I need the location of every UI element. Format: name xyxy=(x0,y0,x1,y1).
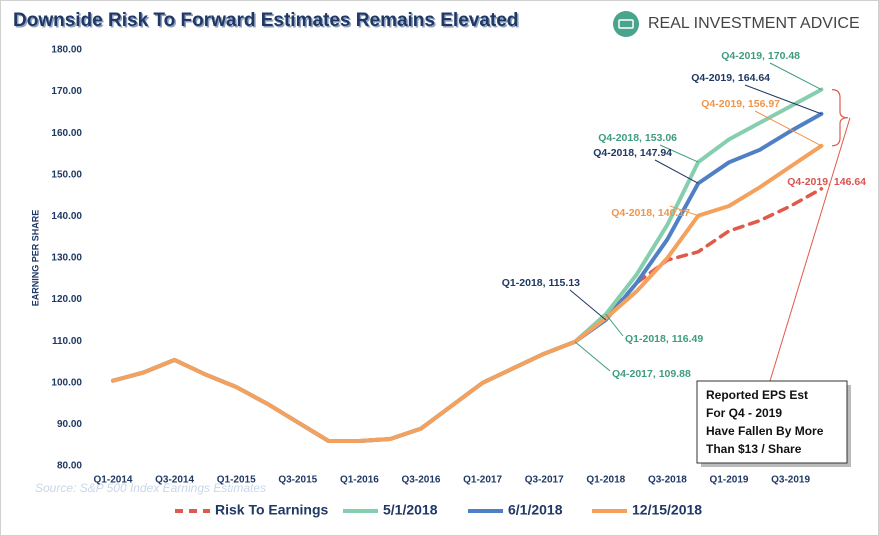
logo-icon-glyph xyxy=(618,19,634,29)
annotation: Q1-2018, 115.13 xyxy=(502,277,580,289)
annotation: Q4-2019, 170.48 xyxy=(721,50,800,62)
x-tick-label: Q1-2015 xyxy=(217,475,256,486)
annotation: Q4-2019, 156.97 xyxy=(701,98,780,110)
y-tick-label: 170.00 xyxy=(51,86,82,97)
annotation: Q4-2019, 164.64 xyxy=(691,72,770,84)
annotation-leader xyxy=(754,110,822,147)
callout-text: Have Fallen By More xyxy=(706,424,824,438)
x-tick-label: Q3-2019 xyxy=(771,475,810,486)
x-tick-label: Q3-2014 xyxy=(155,475,194,486)
annotation: Q4-2018, 153.06 xyxy=(598,132,677,144)
legend-label: 12/15/2018 xyxy=(632,502,702,518)
x-tick-label: Q3-2017 xyxy=(525,475,564,486)
callout-box xyxy=(696,380,848,464)
annotation-leader xyxy=(574,341,611,372)
annotation: Q4-2018, 140.17 xyxy=(611,207,690,219)
y-tick-label: 160.00 xyxy=(51,128,82,139)
y-axis-label: EARNING PER SHARE xyxy=(30,210,40,307)
callout-pointer xyxy=(769,117,851,382)
y-tick-label: 110.00 xyxy=(52,336,82,347)
x-tick-label: Q1-2016 xyxy=(340,475,379,486)
y-tick-label: 180.00 xyxy=(51,45,82,56)
annotation: Q1-2018, 116.49 xyxy=(625,333,703,345)
x-tick-label: Q1-2014 xyxy=(94,475,133,486)
annotation-leader xyxy=(769,62,822,91)
source: Source: S&P 500 Index Earnings Estimates xyxy=(35,481,266,495)
x-tick-label: Q1-2019 xyxy=(710,475,749,486)
x-tick-label: Q3-2016 xyxy=(402,475,441,486)
y-tick-label: 100.00 xyxy=(51,377,82,388)
y-tick-label: 80.00 xyxy=(57,461,82,472)
annotation: Q4-2017, 109.88 xyxy=(612,368,691,380)
annotation-leader xyxy=(659,144,699,163)
x-tick-label: Q1-2018 xyxy=(586,475,625,486)
annotation-leader xyxy=(669,205,699,217)
annotation: Q4-2019, 146.64 xyxy=(787,176,866,188)
logo-icon xyxy=(613,11,639,37)
annotation-leader xyxy=(605,313,624,337)
y-tick-label: 150.00 xyxy=(51,169,82,180)
y-tick-label: 120.00 xyxy=(51,294,82,305)
title-shadow: Downside Risk To Forward Estimates Remai… xyxy=(15,12,520,33)
annotation-leader xyxy=(569,289,607,321)
x-tick-label: Q1-2017 xyxy=(463,475,502,486)
y-tick-label: 130.00 xyxy=(51,253,82,264)
callout-text: For Q4 - 2019 xyxy=(706,406,782,420)
series-line xyxy=(111,143,824,443)
x-tick-label: Q3-2018 xyxy=(648,475,687,486)
legend-label: Risk To Earnings xyxy=(215,502,329,518)
annotation: Q4-2018, 147.94 xyxy=(593,147,672,159)
y-tick-label: 90.00 xyxy=(57,419,82,430)
callout-text: Reported EPS Est xyxy=(706,388,808,402)
legend-label: 6/1/2018 xyxy=(508,502,563,518)
logo-text: REAL INVESTMENT ADVICE xyxy=(648,15,860,32)
y-tick-label: 140.00 xyxy=(51,211,82,222)
annotation-leader xyxy=(744,84,822,115)
chart-title: Downside Risk To Forward Estimates Remai… xyxy=(13,10,518,31)
annotation-leader xyxy=(654,159,699,184)
legend-label: 5/1/2018 xyxy=(383,502,438,518)
bracket xyxy=(831,89,849,147)
callout-text: Than $13 / Share xyxy=(706,442,802,456)
x-tick-label: Q3-2015 xyxy=(278,475,317,486)
